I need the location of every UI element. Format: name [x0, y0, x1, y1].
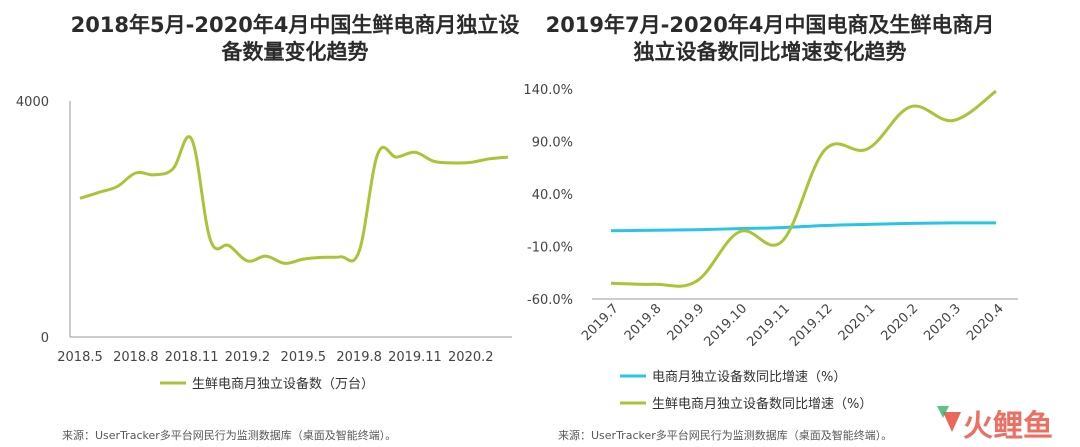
left-x-tick-label: 2019.5: [281, 350, 327, 365]
left-chart-title: 2018年5月-2020年4月中国生鲜电商月独立设 备数量变化趋势: [60, 12, 530, 66]
right-x-tick-label: 2019.12: [787, 301, 836, 350]
left-y-tick-label: 4000: [16, 95, 49, 110]
left-x-tick-label: 2019.2: [225, 350, 271, 365]
right-x-tick-label: 2019.11: [744, 301, 793, 350]
right-y-tick-label: -10.0%: [527, 241, 573, 256]
right-chart-title: 2019年7月-2020年4月中国电商及生鲜电商月 独立设备数同比增速变化趋势: [530, 12, 1010, 66]
right-y-tick-label: -60.0%: [527, 293, 573, 308]
left-title-line1: 2018年5月-2020年4月中国生鲜电商月独立设: [70, 13, 520, 37]
left-x-tick-label: 2018.11: [165, 350, 219, 365]
right-x-tick-label: 2020.3: [921, 301, 964, 344]
left-x-tick-label: 2018.8: [113, 350, 159, 365]
right-x-tick-label: 2019.7: [579, 301, 622, 344]
right-y-tick-label: 40.0%: [532, 188, 573, 203]
left-source-note: 来源：UserTracker多平台网民行为监测数据库（桌面及智能终端）。: [62, 429, 397, 442]
left-y-tick-label: 0: [41, 331, 49, 346]
watermark-text: 火鲤鱼: [963, 409, 1053, 444]
left-x-tick-label: 2019.11: [388, 350, 442, 365]
right-title-line1: 2019年7月-2020年4月中国电商及生鲜电商月: [545, 13, 995, 37]
right-legend-label-1: 电商月独立设备数同比增速（%）: [652, 369, 846, 385]
right-legend-label-2: 生鲜电商月独立设备数同比增速（%）: [652, 396, 872, 412]
right-source-note: 来源：UserTracker多平台网民行为监测数据库（桌面及智能终端）。: [558, 429, 893, 442]
left-legend-label: 生鲜电商月独立设备数（万台）: [192, 376, 374, 392]
right-x-tick-label: 2019.10: [702, 301, 751, 350]
watermark-arrow-icon: [943, 412, 961, 432]
left-chart: 0 4000 2018.5 2018.8 2018.11 2019.2 2019.5 2019…: [16, 95, 512, 392]
watermark-logo: 火鲤鱼: [937, 406, 1053, 444]
right-title-line2: 独立设备数同比增速变化趋势: [633, 40, 907, 64]
right-y-tick-label: 140.0%: [523, 83, 573, 98]
right-series-line-1: [610, 221, 997, 233]
right-y-tick-label: 90.0%: [532, 136, 573, 151]
right-x-tick-label: 2019.8: [622, 301, 665, 344]
right-x-tick-label: 2020.4: [964, 301, 1007, 344]
left-title-line2: 备数量变化趋势: [221, 40, 369, 64]
right-x-tick-label: 2020.2: [878, 301, 921, 344]
left-x-tick-label: 2020.2: [448, 350, 494, 365]
right-x-tick-label: 2020.1: [836, 301, 879, 344]
right-x-tick-label: 2019.9: [665, 301, 708, 344]
left-series-line: [79, 135, 509, 265]
watermark-arrow-icon-2: [937, 406, 949, 418]
right-series-line-2: [610, 89, 997, 288]
left-x-tick-label: 2019.8: [336, 350, 382, 365]
right-chart: -60.0% -10.0% 40.0% 90.0% 140.0% 2019.7 2019.8…: [523, 83, 1018, 412]
left-x-tick-label: 2018.5: [57, 350, 103, 365]
